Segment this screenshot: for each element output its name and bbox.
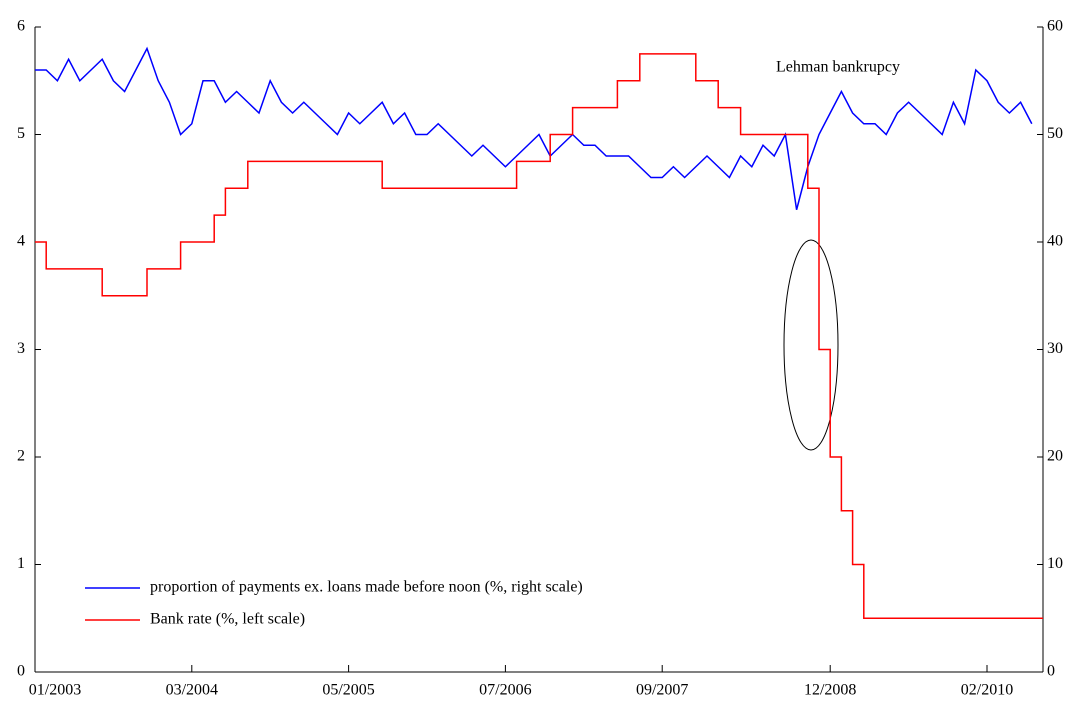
x-tick-label: 07/2006 — [479, 682, 531, 699]
x-tick-label: 05/2005 — [322, 682, 374, 699]
y2-tick-label: 30 — [1047, 340, 1063, 357]
series-line — [35, 46, 1033, 210]
y2-tick-label: 10 — [1047, 555, 1063, 572]
x-tick-label: 12/2008 — [804, 682, 856, 699]
annotation-ellipse — [783, 239, 839, 451]
y-tick-label: 1 — [17, 555, 25, 572]
x-tick-label: 01/2003 — [29, 682, 81, 699]
x-tick-label: 03/2004 — [166, 682, 218, 699]
legend-label: proportion of payments ex. loans made be… — [150, 579, 583, 596]
y2-tick-label: 0 — [1047, 663, 1055, 680]
y-tick-label: 4 — [17, 233, 25, 250]
x-tick-label: 02/2010 — [961, 682, 1013, 699]
y-tick-label: 0 — [17, 663, 25, 680]
legend-label: Bank rate (%, left scale) — [150, 611, 305, 628]
y-tick-label: 5 — [17, 125, 25, 142]
y-tick-label: 3 — [17, 340, 25, 357]
annotation: Lehman bankrupcy — [776, 59, 900, 76]
y2-tick-label: 20 — [1047, 448, 1063, 465]
x-tick-label: 09/2007 — [636, 682, 688, 699]
y-tick-label: 6 — [17, 18, 25, 35]
y-tick-label: 2 — [17, 448, 25, 465]
y2-tick-label: 60 — [1047, 18, 1063, 35]
series-line — [35, 53, 1043, 619]
y2-tick-label: 50 — [1047, 125, 1063, 142]
y2-tick-label: 40 — [1047, 233, 1063, 250]
